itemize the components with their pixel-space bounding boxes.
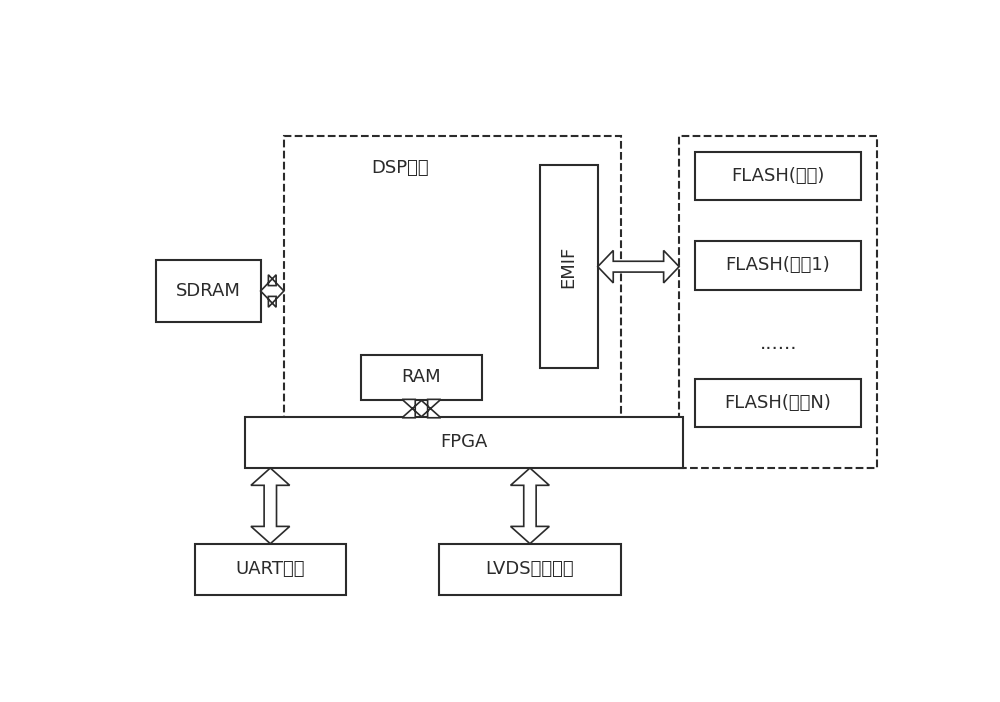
Bar xyxy=(695,241,861,290)
Text: FPGA: FPGA xyxy=(440,433,488,451)
Polygon shape xyxy=(402,399,441,418)
Text: ......: ...... xyxy=(760,334,797,353)
Text: SDRAM: SDRAM xyxy=(176,282,241,300)
Bar xyxy=(540,166,598,368)
Bar xyxy=(156,260,261,322)
Polygon shape xyxy=(251,468,290,543)
Text: RAM: RAM xyxy=(402,369,441,387)
Bar xyxy=(695,152,861,201)
Bar xyxy=(361,355,482,400)
Bar xyxy=(439,543,621,595)
Polygon shape xyxy=(511,468,549,543)
Bar xyxy=(284,135,621,430)
Text: FLASH(程序): FLASH(程序) xyxy=(731,167,825,185)
Polygon shape xyxy=(261,274,284,307)
Polygon shape xyxy=(598,251,679,283)
Bar xyxy=(679,135,877,468)
Text: EMIF: EMIF xyxy=(560,246,578,288)
Bar xyxy=(195,543,346,595)
Text: FLASH(字库1): FLASH(字库1) xyxy=(726,256,830,274)
Bar xyxy=(695,379,861,428)
Text: DSP芯片: DSP芯片 xyxy=(371,159,429,177)
Text: FLASH(字库N): FLASH(字库N) xyxy=(724,394,831,412)
Bar xyxy=(245,417,683,468)
Text: LVDS视频输出: LVDS视频输出 xyxy=(486,560,574,578)
Text: UART收发: UART收发 xyxy=(236,560,305,578)
